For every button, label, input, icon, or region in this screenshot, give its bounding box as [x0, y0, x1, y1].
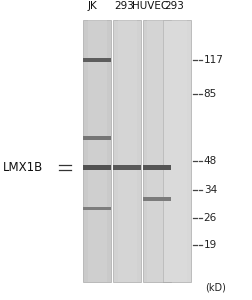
Text: (kD): (kD): [204, 283, 225, 292]
Bar: [167, 20, 186, 282]
Text: 48: 48: [203, 156, 216, 166]
Bar: [143, 197, 170, 201]
Bar: [117, 20, 137, 282]
Text: HUVEC: HUVEC: [132, 2, 168, 11]
Text: 34: 34: [203, 184, 216, 195]
Bar: [113, 20, 141, 282]
Bar: [83, 207, 111, 210]
Text: 19: 19: [203, 240, 216, 250]
Text: 85: 85: [203, 88, 216, 98]
Bar: [83, 166, 111, 170]
Bar: [143, 20, 170, 282]
Bar: [83, 20, 111, 282]
Bar: [162, 20, 190, 282]
Text: LMX1B: LMX1B: [3, 161, 43, 174]
Bar: [143, 166, 170, 170]
Text: JK: JK: [87, 2, 97, 11]
Text: 293: 293: [114, 2, 133, 11]
Bar: [113, 166, 141, 170]
Bar: [83, 58, 111, 62]
Text: 117: 117: [203, 55, 223, 65]
Bar: [87, 20, 107, 282]
Text: 293: 293: [164, 2, 184, 11]
Bar: [83, 136, 111, 140]
Bar: [147, 20, 166, 282]
Text: 26: 26: [203, 214, 216, 224]
